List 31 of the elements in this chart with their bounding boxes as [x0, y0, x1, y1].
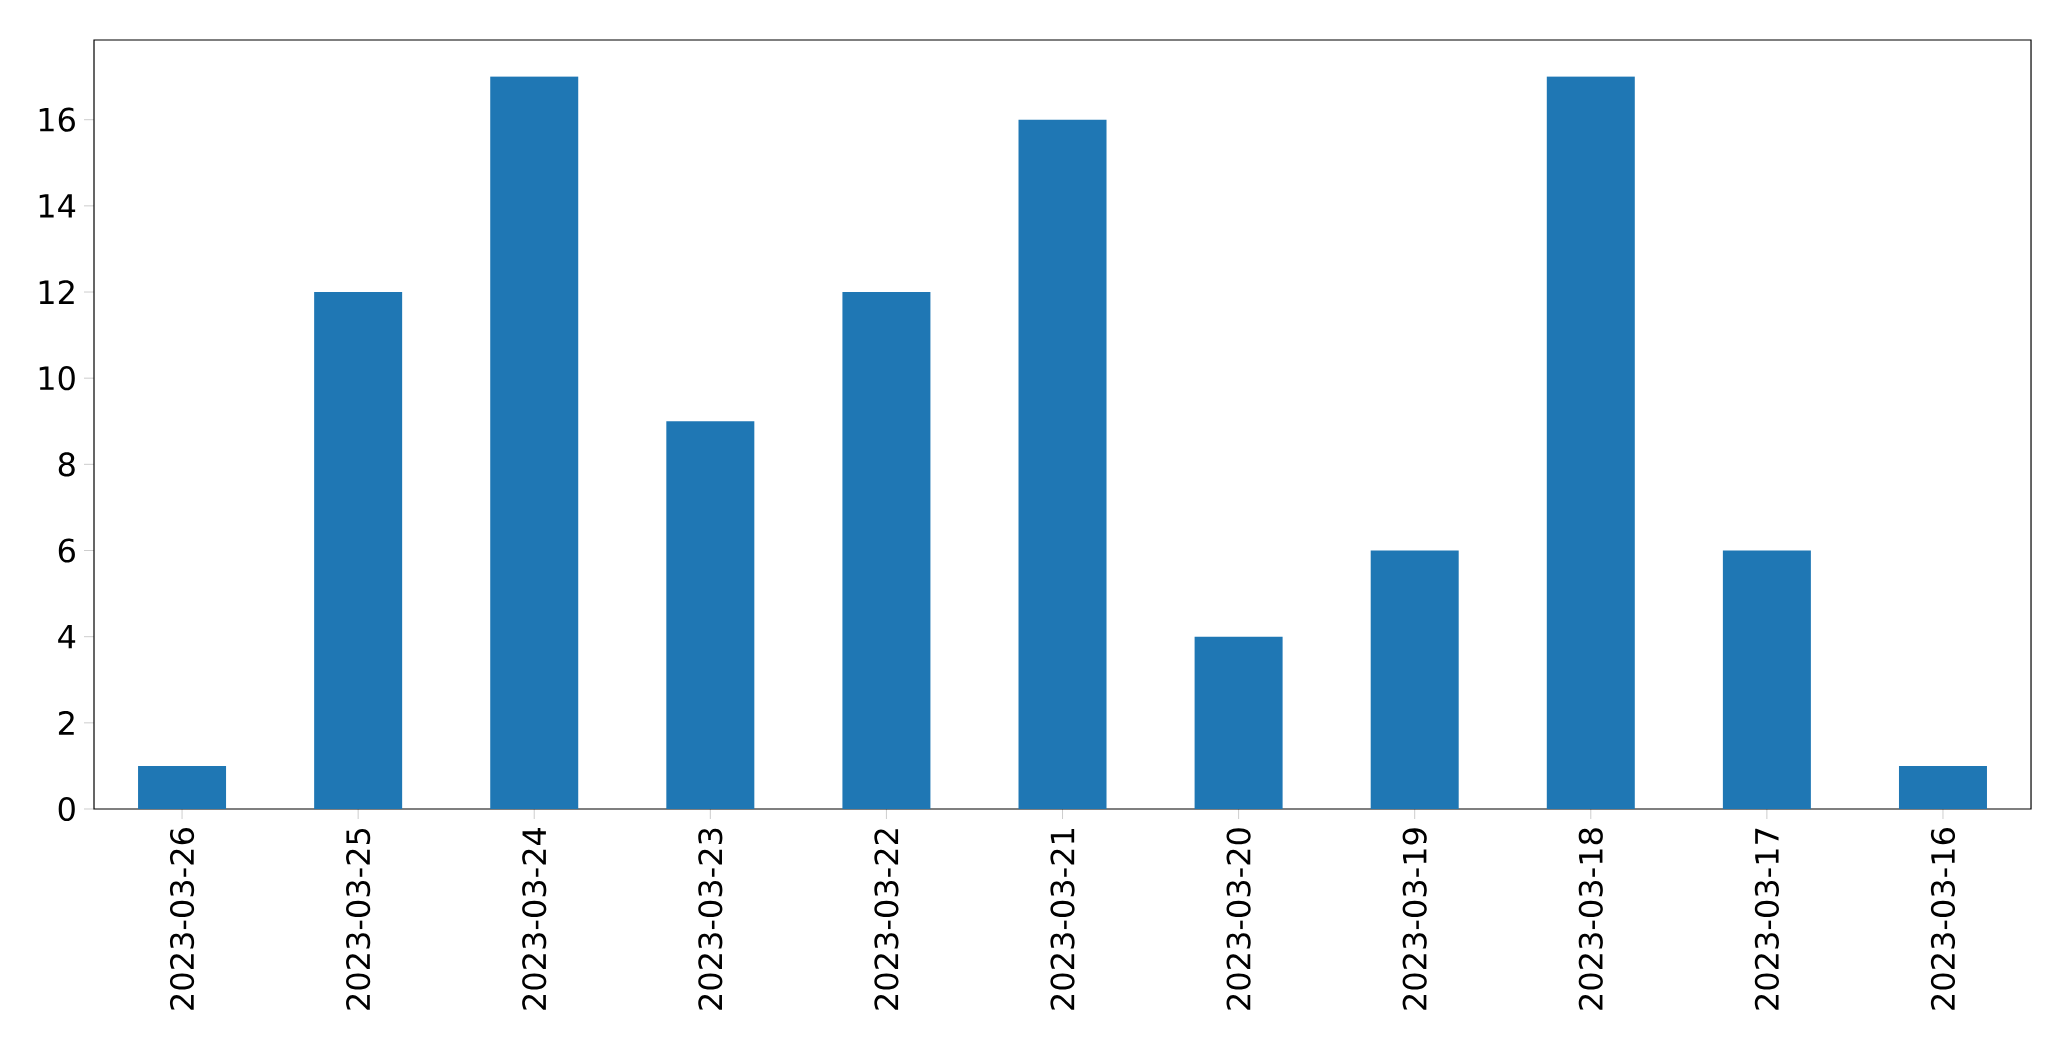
bar	[1898, 765, 1987, 809]
bar	[1194, 636, 1283, 809]
y-tick-label: 0	[58, 796, 75, 822]
x-tick-label: 2023-03-22	[874, 829, 899, 1010]
y-tick-label: 4	[58, 625, 76, 649]
x-tick-label: 2023-03-25	[346, 828, 371, 1010]
y-tick-label: 10	[39, 366, 75, 391]
bar	[1546, 76, 1635, 809]
x-tick-label: 2023-03-21	[1050, 829, 1075, 1010]
bar	[666, 421, 755, 809]
bar	[490, 76, 579, 809]
bar	[1722, 550, 1811, 809]
x-tick-label: 2023-03-23	[698, 828, 723, 1010]
bar	[1370, 550, 1459, 809]
x-tick-label: 2023-03-19	[1402, 828, 1427, 1010]
y-tick-label: 8	[58, 452, 75, 477]
y-tick-label: 12	[39, 280, 74, 304]
x-tick-label: 2023-03-17	[1754, 828, 1779, 1010]
y-tick-label: 2	[58, 710, 74, 735]
bar	[1018, 119, 1107, 809]
x-tick-label: 2023-03-20	[1226, 828, 1251, 1010]
bar	[314, 292, 403, 809]
bar	[842, 292, 931, 809]
x-tick-label: 2023-03-24	[522, 827, 547, 1010]
bar	[138, 765, 227, 809]
y-tick-label: 6	[58, 538, 75, 563]
x-tick-label: 2023-03-16	[1930, 828, 1956, 1010]
y-tick-label: 14	[39, 194, 76, 218]
y-tick-label: 16	[39, 107, 75, 132]
x-tick-label: 2023-03-18	[1578, 828, 1603, 1010]
x-tick-label: 2023-03-26	[169, 828, 195, 1010]
